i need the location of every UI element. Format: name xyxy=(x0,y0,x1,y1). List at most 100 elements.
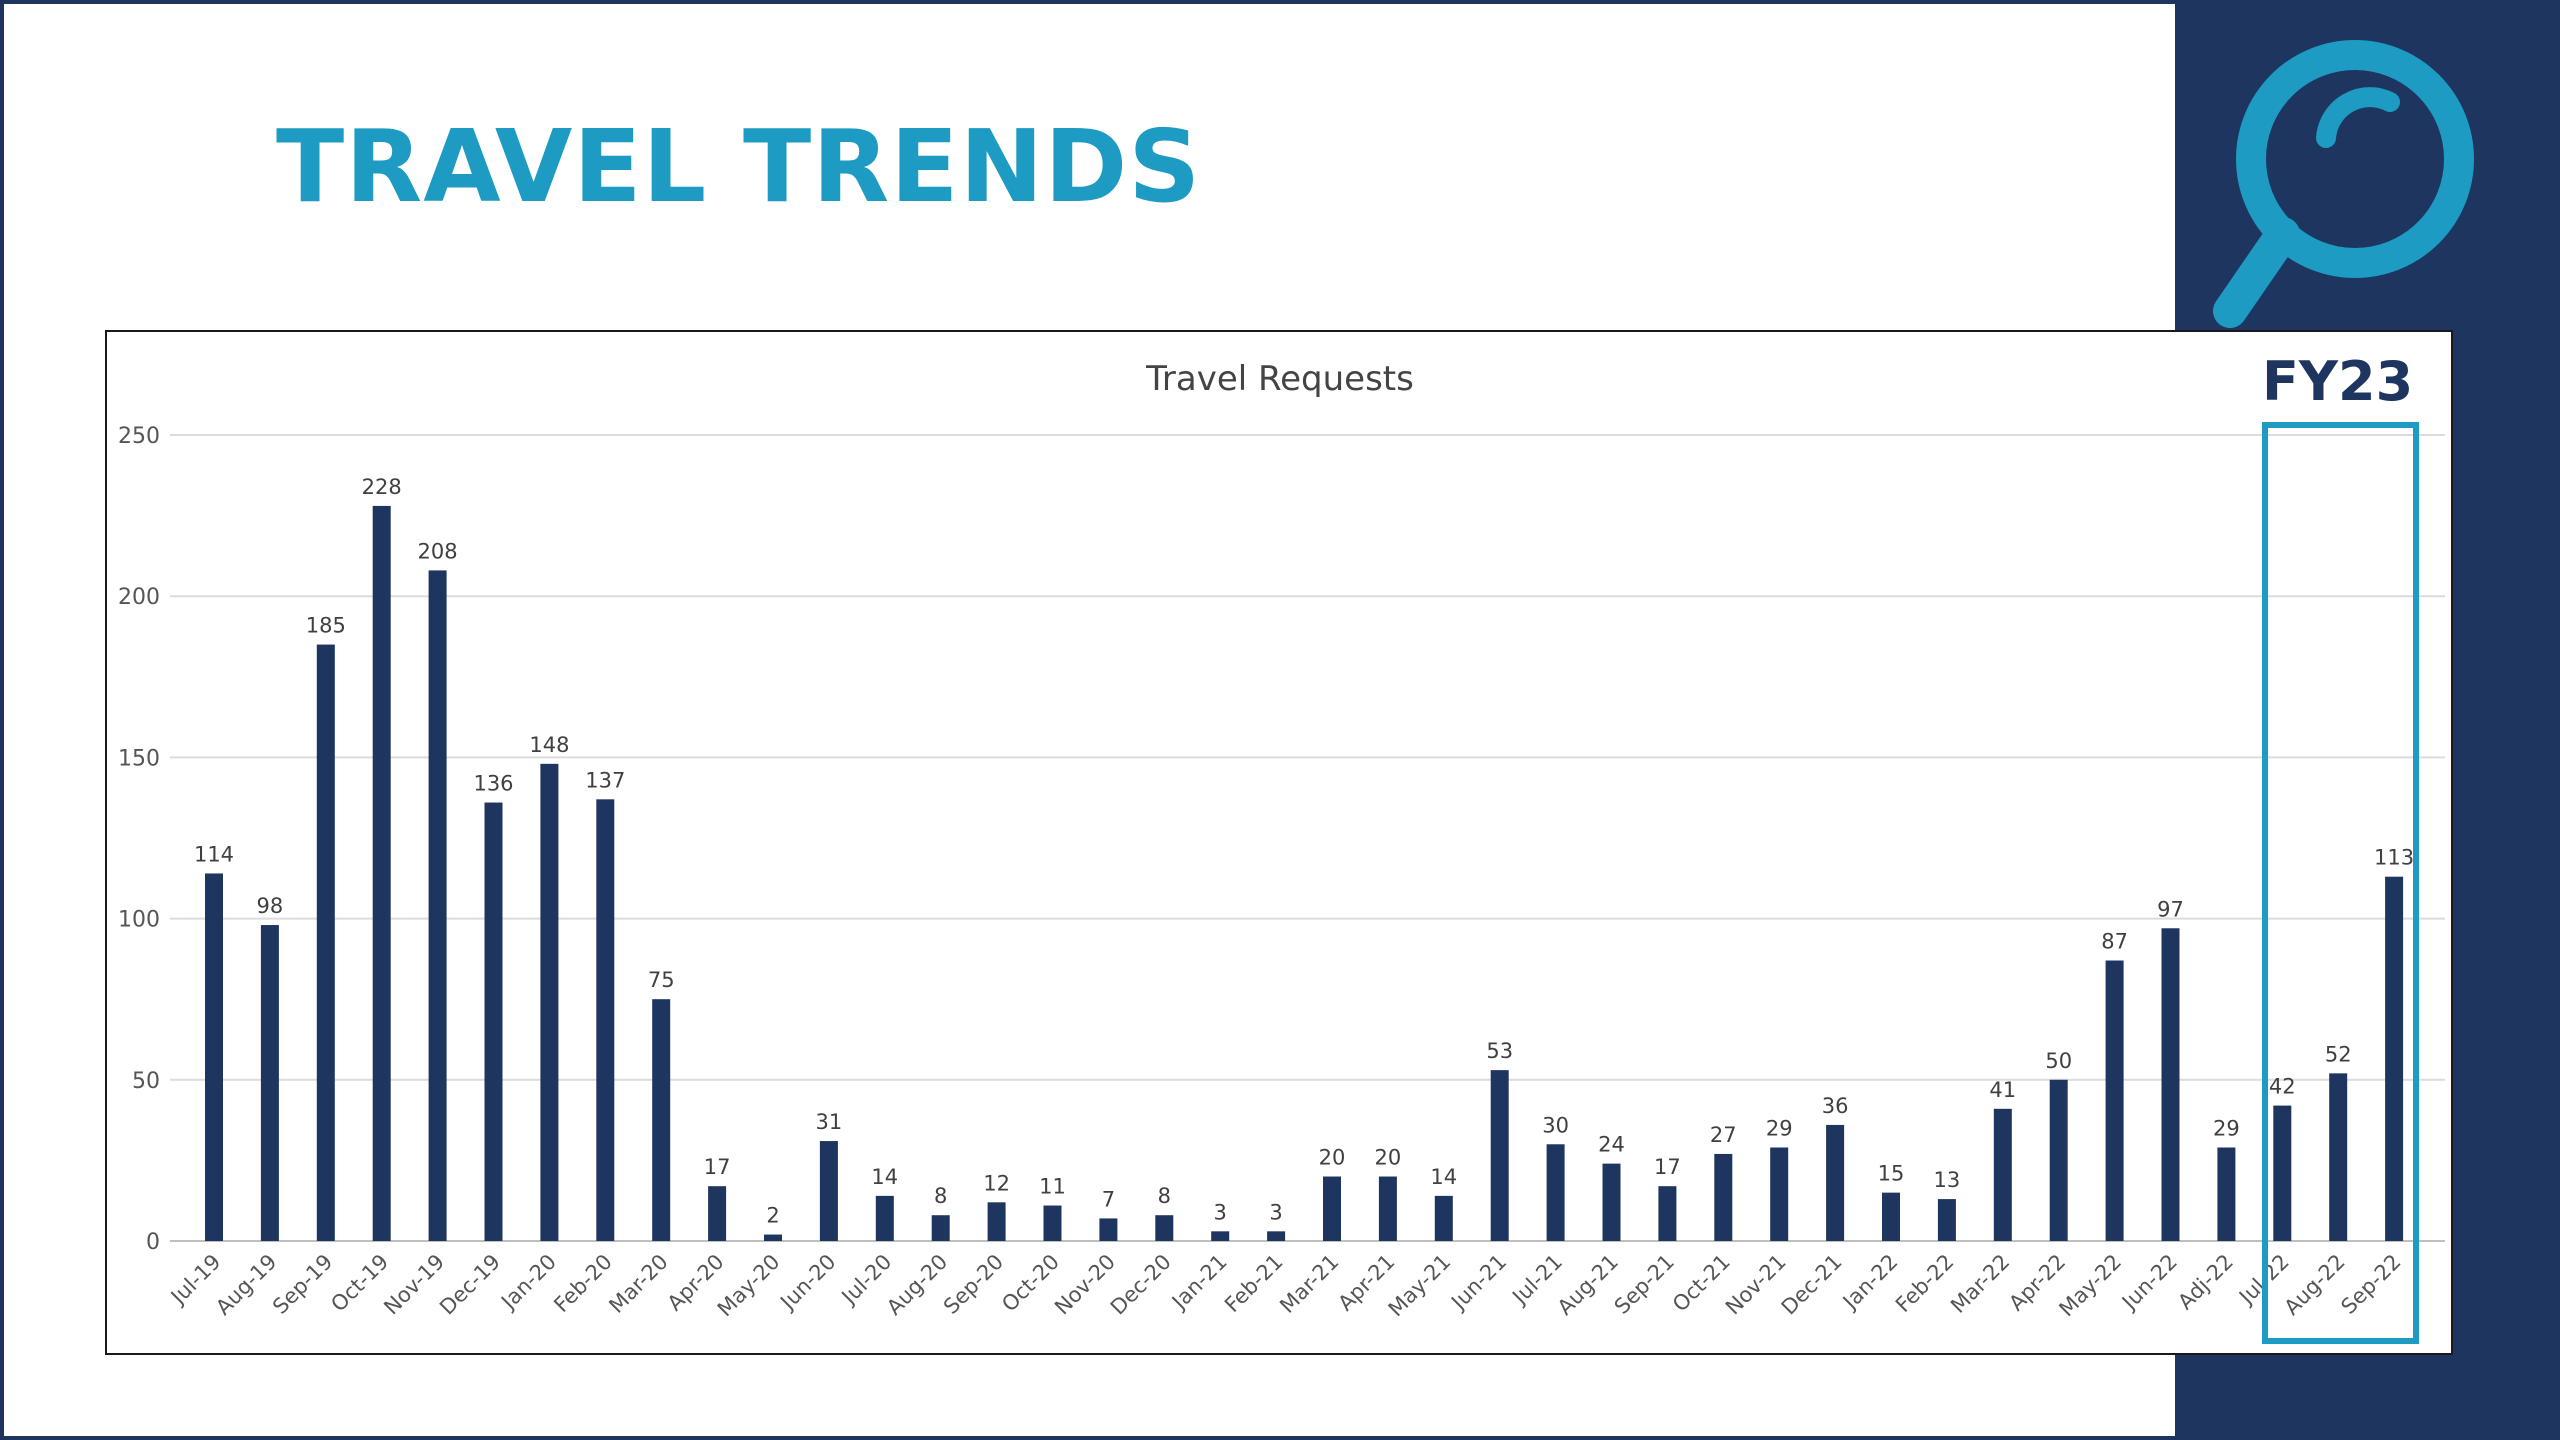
data-label-Jun-20: 31 xyxy=(816,1110,843,1134)
x-tick-label: Dec-19 xyxy=(435,1250,505,1320)
data-label-Sep-19: 185 xyxy=(306,614,346,638)
bar-Dec-21 xyxy=(1826,1124,1845,1241)
data-label-Jul-21: 30 xyxy=(1542,1113,1569,1137)
y-tick-label: 100 xyxy=(118,908,160,933)
x-tick-label: Jan-21 xyxy=(1166,1250,1232,1316)
data-label-Dec-19: 136 xyxy=(473,772,513,796)
bar-May-22 xyxy=(2105,960,2124,1241)
data-label-Oct-21: 27 xyxy=(1710,1123,1737,1147)
x-tick-label: May-22 xyxy=(2054,1250,2126,1322)
gridlines xyxy=(170,434,2445,1242)
data-label-Jan-21: 3 xyxy=(1214,1200,1227,1224)
x-tick-label: Feb-20 xyxy=(549,1250,617,1318)
data-label-Jul-19: 114 xyxy=(194,842,234,866)
x-tick-label: Sep-20 xyxy=(939,1250,1008,1319)
x-tick-label: Aug-21 xyxy=(1553,1250,1623,1320)
x-tick-label: Sep-19 xyxy=(268,1250,337,1319)
bar-Jun-20 xyxy=(819,1141,838,1241)
data-label-Apr-20: 17 xyxy=(704,1155,731,1179)
bar-Nov-21 xyxy=(1770,1147,1789,1241)
x-tick-label: Nov-20 xyxy=(1050,1250,1120,1320)
y-tick-label: 150 xyxy=(118,746,160,771)
x-tick-label: Jan-20 xyxy=(495,1250,561,1316)
bar-Jul-22 xyxy=(2273,1105,2292,1241)
bar-Jan-21 xyxy=(1211,1231,1230,1241)
data-label-Nov-19: 208 xyxy=(418,539,458,563)
fy23-label: FY23 xyxy=(2262,350,2414,413)
bar-Sep-21 xyxy=(1658,1186,1677,1241)
bar-Aug-19 xyxy=(260,925,279,1241)
bar-Aug-21 xyxy=(1602,1163,1621,1241)
data-label-Sep-22: 113 xyxy=(2374,846,2414,870)
bar-Aug-20 xyxy=(931,1215,950,1241)
x-tick-label: Mar-21 xyxy=(1275,1250,1343,1318)
bar-Nov-20 xyxy=(1099,1218,1118,1241)
x-tick-label: Nov-19 xyxy=(379,1250,449,1320)
data-label-Feb-20: 137 xyxy=(585,768,625,792)
y-axis-ticks: 0 50 100 150 200 250 xyxy=(118,424,160,1255)
bar-Apr-21 xyxy=(1378,1176,1397,1241)
x-tick-label: Feb-22 xyxy=(1891,1250,1959,1318)
bar-Jul-21 xyxy=(1546,1144,1565,1241)
bar-Sep-19 xyxy=(316,644,335,1241)
data-label-Jul-20: 14 xyxy=(871,1165,898,1189)
bar-Sep-22 xyxy=(2385,876,2404,1241)
x-tick-label: Dec-21 xyxy=(1777,1250,1847,1320)
bar-Aug-22 xyxy=(2329,1073,2348,1241)
y-tick-label: 200 xyxy=(118,585,160,610)
bar-Mar-21 xyxy=(1323,1176,1341,1241)
bars xyxy=(205,505,2404,1241)
data-label-Jan-20: 148 xyxy=(529,733,569,757)
data-label-Nov-20: 7 xyxy=(1102,1187,1115,1211)
bar-Apr-22 xyxy=(2049,1079,2068,1241)
data-label-Apr-22: 50 xyxy=(2045,1049,2072,1073)
data-label-Jan-22: 15 xyxy=(1878,1162,1905,1186)
bar-Jun-21 xyxy=(1490,1070,1509,1241)
magnifier-icon xyxy=(2213,40,2474,328)
data-label-May-20: 2 xyxy=(766,1204,779,1228)
bar-Feb-22 xyxy=(1937,1199,1956,1241)
y-tick-label: 0 xyxy=(146,1230,160,1255)
data-label-May-22: 87 xyxy=(2101,930,2128,954)
bar-Oct-20 xyxy=(1043,1205,1062,1241)
y-tick-label: 250 xyxy=(118,424,160,449)
bar-Oct-21 xyxy=(1714,1153,1733,1241)
bar-Oct-19 xyxy=(372,505,391,1241)
bar-Sep-20 xyxy=(987,1202,1006,1241)
data-label-Nov-21: 29 xyxy=(1766,1117,1793,1141)
chart-title: Travel Requests xyxy=(1145,359,1414,399)
x-tick-label: Nov-21 xyxy=(1721,1250,1791,1320)
bar-May-21 xyxy=(1434,1195,1453,1241)
x-tick-label: Aug-19 xyxy=(211,1250,281,1320)
bar-Apr-20 xyxy=(708,1186,727,1241)
x-tick-label: Jun-21 xyxy=(1445,1250,1511,1316)
x-tick-label: Feb-21 xyxy=(1220,1250,1288,1318)
x-tick-label: Jun-20 xyxy=(775,1250,841,1316)
bar-Mar-22 xyxy=(1993,1108,2012,1241)
data-label-Feb-21: 3 xyxy=(1269,1200,1282,1224)
x-axis-ticks: Jul-19Aug-19Sep-19Oct-19Nov-19Dec-19Jan-… xyxy=(165,1250,2406,1322)
data-label-Jun-22: 97 xyxy=(2157,897,2184,921)
y-tick-label: 50 xyxy=(132,1069,160,1094)
data-label-Sep-20: 12 xyxy=(983,1171,1010,1195)
x-tick-label: Jun-22 xyxy=(2116,1250,2182,1316)
bar-Adj-22 xyxy=(2217,1147,2236,1241)
data-label-Oct-20: 11 xyxy=(1039,1175,1066,1199)
bar-Jul-19 xyxy=(205,873,223,1241)
bar-Jul-20 xyxy=(875,1195,894,1241)
bar-May-20 xyxy=(764,1234,782,1241)
x-tick-label: May-20 xyxy=(713,1250,785,1322)
data-label-Jul-22: 42 xyxy=(2269,1075,2296,1099)
bar-Feb-20 xyxy=(596,799,615,1241)
data-label-Jun-21: 53 xyxy=(1486,1039,1513,1063)
x-tick-label: Adj-22 xyxy=(2173,1250,2238,1315)
data-label-Aug-20: 8 xyxy=(934,1184,947,1208)
data-label-Oct-19: 228 xyxy=(362,475,402,499)
x-tick-label: Aug-20 xyxy=(882,1250,952,1320)
data-label-Dec-21: 36 xyxy=(1822,1094,1849,1118)
fy23-highlight-box xyxy=(2262,422,2419,1344)
x-tick-label: Jan-22 xyxy=(1837,1250,1903,1316)
x-tick-label: May-21 xyxy=(1384,1250,1456,1322)
